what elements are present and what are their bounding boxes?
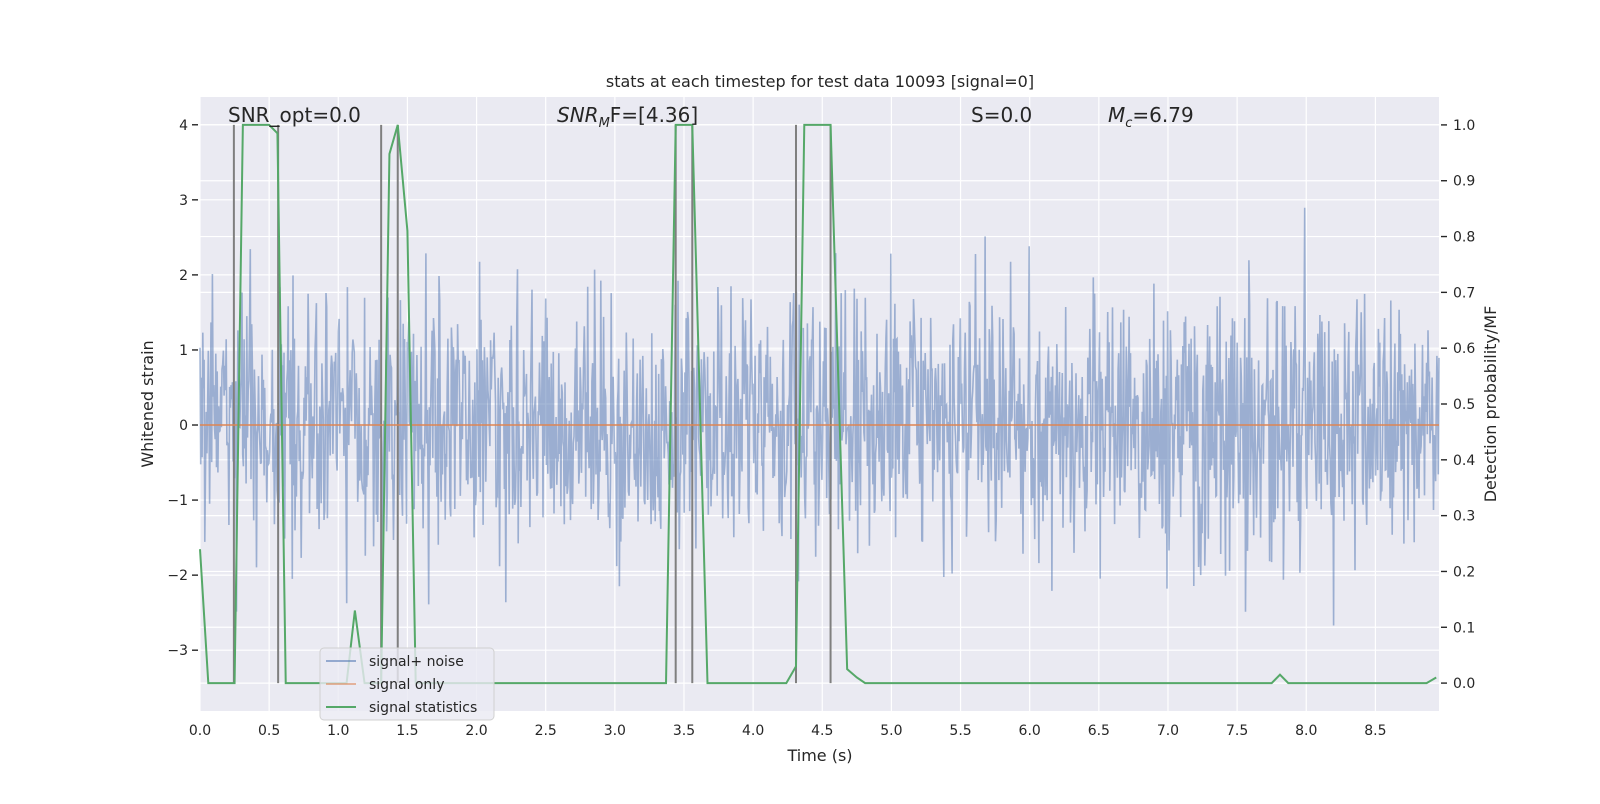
x-tick-label: 6.5 xyxy=(1088,723,1110,739)
y-right-tick-label: 0.6 xyxy=(1453,341,1475,357)
y-tick-label: 4 xyxy=(179,118,188,134)
x-tick-label: 4.5 xyxy=(811,723,833,739)
y-right-tick-label: 0.2 xyxy=(1453,564,1475,580)
legend-label: signal only xyxy=(369,677,444,693)
x-tick-label: 2.0 xyxy=(465,723,487,739)
y-right-tick-label: 0.3 xyxy=(1453,509,1475,525)
x-tick-label: 2.5 xyxy=(535,723,557,739)
annotation-snr-mf-rest: F=[4.36] xyxy=(610,103,698,127)
y-right-tick-label: 0.4 xyxy=(1453,453,1475,469)
annotation-mc-rest: =6.79 xyxy=(1132,103,1193,127)
x-tick-label: 7.5 xyxy=(1226,723,1248,739)
x-tick-label: 5.5 xyxy=(949,723,971,739)
annotation-snr-mf: SNRMF=[4.36] xyxy=(557,103,698,131)
y-tick-label: 1 xyxy=(179,343,188,359)
y-right-tick-label: 0.5 xyxy=(1453,397,1475,413)
signal-statistics-line xyxy=(199,123,1437,685)
x-tick-label: 0.5 xyxy=(258,723,280,739)
signal-statistics-series xyxy=(199,123,1437,685)
y-axis-label: Whitened strain xyxy=(138,340,157,467)
axis-ticks: 0.0 0.5 1.0 1.5 2.0 2.5 3.0 3.5 4.0 4.5 5.0 5.5 6.0 6… xyxy=(167,118,1475,739)
y-right-tick-label: 0.0 xyxy=(1453,676,1475,692)
chart-title: stats at each timestep for test data 100… xyxy=(606,72,1034,91)
legend-label: signal+ noise xyxy=(369,654,464,670)
annotation-snr-mf-sub: M xyxy=(599,116,610,131)
x-tick-label: 3.5 xyxy=(673,723,695,739)
x-tick-label: 0.0 xyxy=(189,723,211,739)
x-tick-label: 8.0 xyxy=(1295,723,1317,739)
y-tick-label: −1 xyxy=(167,493,188,509)
y-tick-label: −2 xyxy=(167,568,188,584)
event-lines xyxy=(232,124,832,684)
x-tick-label: 5.0 xyxy=(880,723,902,739)
annotations: SNR_opt=0.0 SNRMF=[4.36] S=0.0 Mc=6.79 xyxy=(228,103,1194,131)
y-right-tick-label: 0.9 xyxy=(1453,174,1475,190)
signal-noise-series xyxy=(199,207,1440,626)
legend-box xyxy=(319,647,495,721)
x-tick-label: 6.0 xyxy=(1019,723,1041,739)
annotation-s: S=0.0 xyxy=(971,103,1032,127)
y-right-tick-label: 0.7 xyxy=(1453,285,1475,301)
y-axis-right-label: Detection probability/MF xyxy=(1481,306,1500,503)
x-tick-label: 8.5 xyxy=(1364,723,1386,739)
x-tick-label: 3.0 xyxy=(604,723,626,739)
y-right-tick-label: 0.1 xyxy=(1453,620,1475,636)
x-tick-label: 4.0 xyxy=(742,723,764,739)
x-tick-label: 1.0 xyxy=(327,723,349,739)
annotation-snr-opt: SNR_opt=0.0 xyxy=(228,103,361,127)
y-tick-label: −3 xyxy=(167,643,188,659)
legend: signal+ noise signal only signal statistic… xyxy=(319,647,495,721)
x-tick-label: 1.5 xyxy=(396,723,418,739)
y-right-tick-label: 0.8 xyxy=(1453,230,1475,246)
x-tick-label: 7.0 xyxy=(1157,723,1179,739)
annotation-mc-sub: c xyxy=(1125,116,1132,131)
y-tick-label: 0 xyxy=(179,418,188,434)
annotation-snr-mf-main: SNR xyxy=(557,103,599,127)
x-axis-label: Time (s) xyxy=(786,746,852,765)
annotation-mc: Mc=6.79 xyxy=(1108,103,1194,131)
y-right-tick-label: 1.0 xyxy=(1453,118,1475,134)
signal-noise-line xyxy=(199,207,1440,626)
legend-label: signal statistics xyxy=(369,700,477,716)
y-tick-label: 3 xyxy=(179,193,188,209)
annotation-mc-main: M xyxy=(1108,103,1125,127)
y-tick-label: 2 xyxy=(179,268,188,284)
